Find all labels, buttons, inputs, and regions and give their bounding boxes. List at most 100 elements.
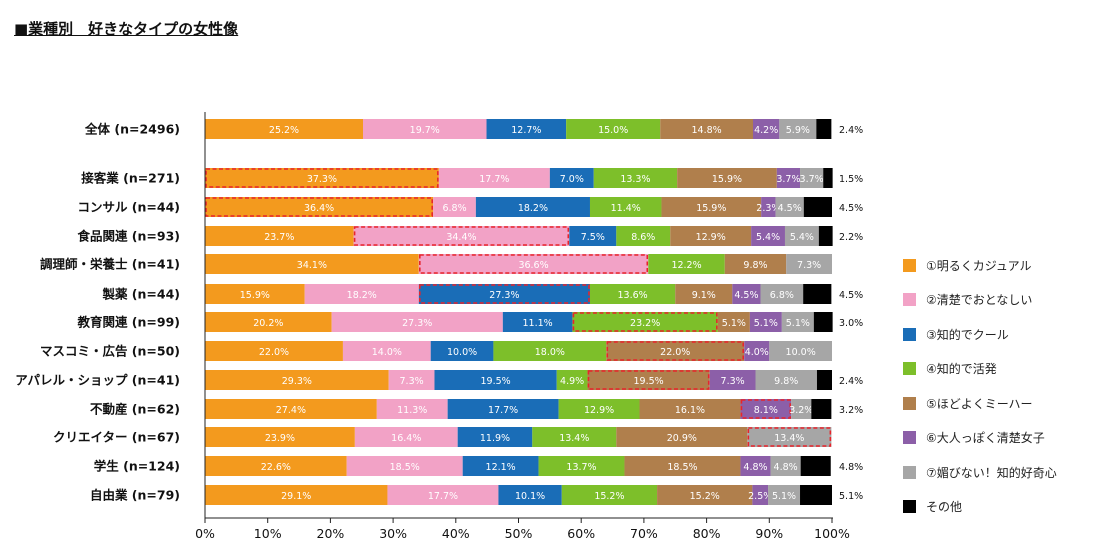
legend-item: ⑤ほどよくミーハー (903, 390, 1057, 416)
data-label: 9.8% (743, 260, 767, 271)
bar-segment (813, 312, 833, 332)
legend-swatch (903, 293, 916, 306)
x-tick-label: 50% (505, 526, 533, 541)
data-label: 4.2% (754, 125, 778, 136)
bar-segment (346, 456, 463, 476)
data-label: 15.0% (598, 125, 628, 136)
bar-segment (752, 119, 780, 139)
x-tick-label: 70% (630, 526, 658, 541)
bar-segment (304, 284, 419, 304)
bar-segment (363, 119, 487, 139)
bar-segment (744, 341, 770, 361)
bar-segment (677, 168, 777, 188)
bar-segment (770, 456, 801, 476)
bar-segment (616, 226, 671, 246)
bar-segment (624, 456, 741, 476)
bar-segment (661, 197, 762, 217)
data-label: 15.2% (690, 491, 720, 502)
data-label: 18.2% (518, 203, 548, 214)
bar-segment (486, 119, 567, 139)
data-label: 29.3% (282, 376, 312, 387)
data-label: 5.1% (786, 318, 810, 329)
bar-segment (752, 485, 769, 505)
bar-segment (205, 284, 305, 304)
data-label: 5.9% (786, 125, 810, 136)
highlight-box (353, 226, 570, 246)
data-label: 7.5% (581, 232, 605, 243)
bar-segment (732, 284, 761, 304)
bar-segment (755, 370, 817, 390)
bar-segment (388, 370, 435, 390)
data-label: 13.4% (774, 433, 804, 444)
bar-segment (587, 370, 710, 390)
bar-segment (740, 456, 771, 476)
data-label: 23.9% (265, 433, 295, 444)
data-label: 2.4% (839, 125, 863, 136)
category-label: 食品関連 (n=93) (76, 229, 180, 244)
category-label: 製薬 (n=44) (101, 287, 180, 302)
highlight-box (572, 312, 718, 332)
data-label: 36.6% (518, 260, 548, 271)
bar-segment (558, 399, 640, 419)
data-label: 5.1% (839, 491, 863, 502)
legend-item: ⑦媚びない！知的好奇心 (903, 459, 1057, 485)
data-label: 17.7% (479, 174, 509, 185)
bar-segment (556, 370, 588, 390)
x-tick-label: 100% (814, 526, 850, 541)
bar-segment (724, 254, 787, 274)
legend-swatch (903, 500, 916, 513)
data-label: 12.7% (511, 125, 541, 136)
data-label: 5.4% (790, 232, 814, 243)
legend-label: ④知的で活発 (926, 362, 997, 376)
data-label: 14.8% (692, 125, 722, 136)
bar-segment (502, 312, 573, 332)
bar-segment (433, 197, 476, 217)
data-label: 8.1% (754, 405, 778, 416)
data-label: 12.9% (696, 232, 726, 243)
highlight-box (419, 254, 649, 274)
data-label: 4.5% (839, 203, 863, 214)
data-label: 17.7% (428, 491, 458, 502)
data-label: 4.8% (774, 462, 798, 473)
data-label: 9.1% (692, 290, 716, 301)
bar-segment (747, 427, 832, 447)
bar-segment (353, 226, 570, 246)
data-label: 5.1% (722, 318, 746, 329)
data-label: 2.4% (839, 376, 863, 387)
data-label: 18.5% (667, 462, 697, 473)
highlight-box (205, 168, 439, 188)
data-label: 12.2% (671, 260, 701, 271)
bar-segment (784, 226, 819, 246)
chart-legend: ①明るくカジュアル ②清楚でおとなしい ③知的でクール ④知的で活発 ⑤ほどよくミーハー… (903, 252, 1057, 528)
data-label: 19.7% (410, 125, 440, 136)
bar-segment (205, 427, 355, 447)
data-label: 20.9% (667, 433, 697, 444)
bar-segment (818, 226, 833, 246)
legend-swatch (903, 327, 916, 341)
data-label: 15.9% (240, 290, 270, 301)
data-label: 5.1% (772, 491, 796, 502)
bar-segment (205, 399, 377, 419)
bar-segment (462, 456, 539, 476)
data-label: 18.5% (390, 462, 420, 473)
bar-segment (569, 226, 617, 246)
data-label: 34.1% (297, 260, 327, 271)
bar-segment (457, 427, 533, 447)
data-label: 11.1% (523, 318, 553, 329)
bar-segment (761, 197, 776, 217)
bar-segment (205, 226, 354, 246)
chart-title: ■業種別 好きなタイプの女性像 (14, 20, 239, 38)
category-label: 不動産 (n=62) (90, 402, 180, 417)
data-label: 16.1% (675, 405, 705, 416)
legend-item: ①明るくカジュアル (903, 252, 1057, 278)
highlight-box (419, 284, 590, 304)
bar-segment (566, 119, 661, 139)
bar-segment (751, 226, 785, 246)
data-label: 11.3% (397, 405, 427, 416)
category-label: 調理師・栄養士 (n=41) (40, 257, 180, 272)
data-label: 11.4% (611, 203, 641, 214)
data-label: 6.8% (442, 203, 466, 214)
data-label: 10.0% (447, 347, 477, 358)
data-label: 37.3% (307, 174, 337, 185)
data-label: 19.5% (481, 376, 511, 387)
